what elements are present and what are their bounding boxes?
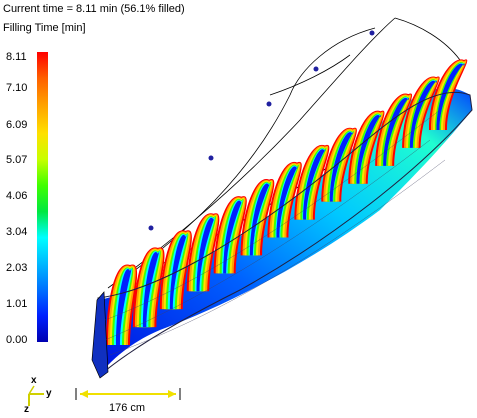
legend-tick: 3.04 xyxy=(6,226,28,238)
mesh-lines xyxy=(104,109,446,356)
flow-finger-band xyxy=(303,149,326,220)
legend-tick: 8.11 xyxy=(6,51,27,63)
scale-bar xyxy=(75,388,181,400)
flow-finger-band xyxy=(116,269,132,345)
hull-keel-edge xyxy=(97,91,473,377)
flow-finger-band xyxy=(223,200,243,274)
flow-finger-band xyxy=(142,251,160,328)
hull-transom xyxy=(91,291,109,379)
flow-finger-band xyxy=(196,217,215,292)
flow-finger-band xyxy=(302,148,326,220)
result-title: Filling Time [min] xyxy=(3,22,86,34)
legend-tick: 5.07 xyxy=(6,154,28,166)
legend-tick: 4.06 xyxy=(6,190,28,202)
status-text: Current time = 8.11 min (56.1% filled) xyxy=(3,3,185,15)
flow-finger-band xyxy=(435,62,466,130)
scale-label: 176 cm xyxy=(109,402,146,414)
legend-color-bar xyxy=(37,52,48,342)
flow-finger-band xyxy=(276,166,298,238)
legend-tick: 7.10 xyxy=(6,82,28,94)
legend-tick: 0.00 xyxy=(6,334,28,346)
flow-finger-band xyxy=(356,115,382,184)
flow-finger-band xyxy=(436,63,465,130)
legend-tick: 2.03 xyxy=(6,262,28,274)
axis-z-label: z xyxy=(24,404,29,415)
flow-finger-band xyxy=(275,165,299,238)
legend-tick: 6.09 xyxy=(6,119,28,131)
axis-triad xyxy=(28,385,44,406)
legend-tick: 1.01 xyxy=(6,298,28,310)
injection-points xyxy=(148,30,375,231)
flow-finger-band xyxy=(249,183,271,256)
flow-finger-band xyxy=(383,97,410,166)
axis-x-label: x xyxy=(31,375,37,386)
flow-finger-band xyxy=(409,80,437,148)
axis-y-label: y xyxy=(46,388,52,399)
flow-finger-band xyxy=(381,96,410,166)
flow-front-fingers xyxy=(106,59,468,345)
flow-finger-band xyxy=(169,234,187,310)
flow-finger-band xyxy=(408,79,438,148)
